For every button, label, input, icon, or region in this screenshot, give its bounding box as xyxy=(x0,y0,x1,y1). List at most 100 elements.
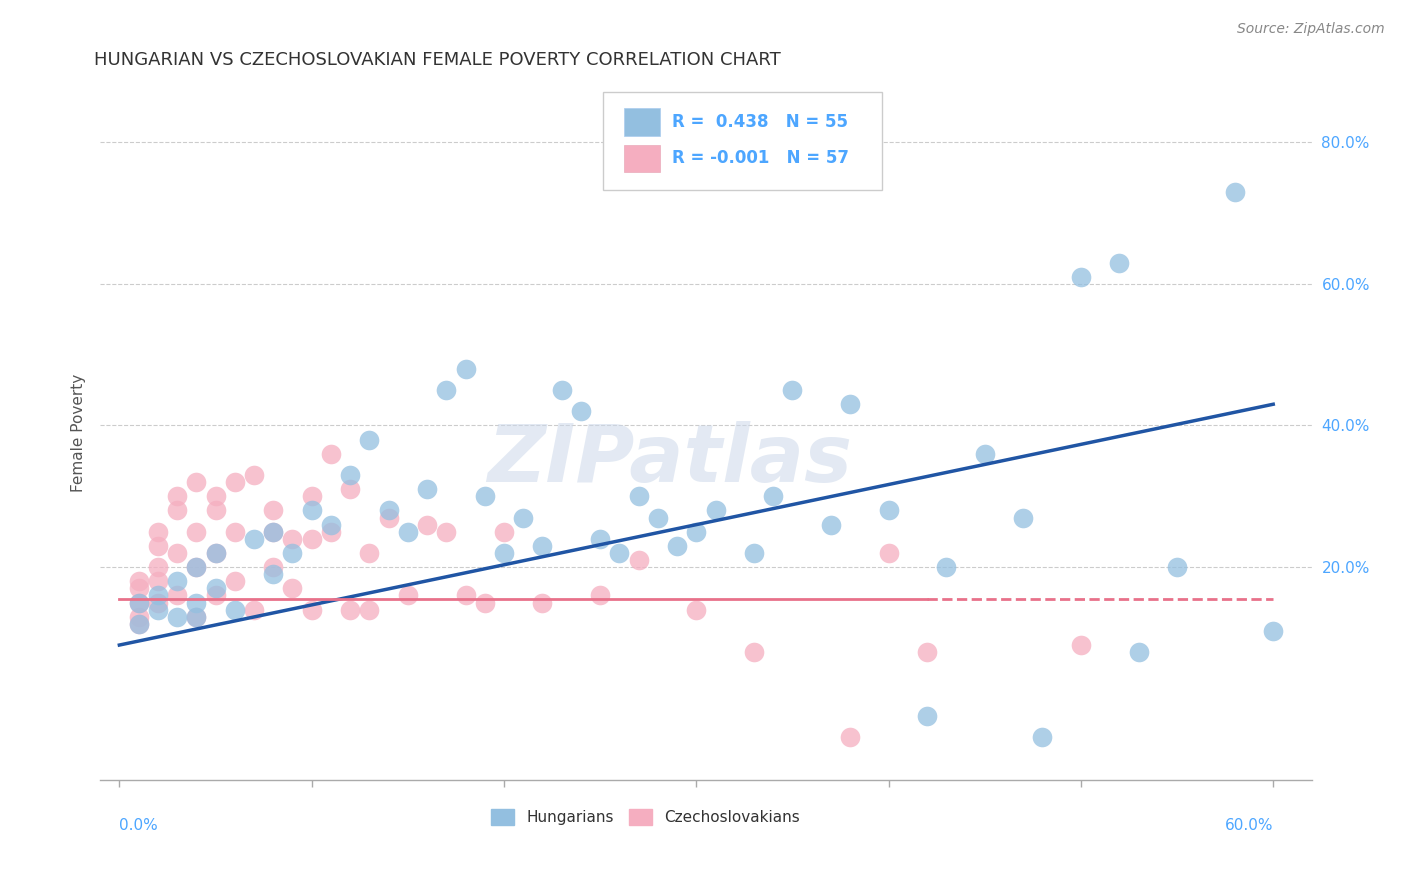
Point xyxy=(262,560,284,574)
Y-axis label: Female Poverty: Female Poverty xyxy=(72,374,86,491)
Point xyxy=(454,361,477,376)
Point xyxy=(416,517,439,532)
Point xyxy=(224,574,246,589)
Point xyxy=(396,589,419,603)
Point xyxy=(128,596,150,610)
Point xyxy=(1263,624,1285,638)
Point xyxy=(359,546,381,560)
Point xyxy=(915,709,938,723)
Point xyxy=(416,482,439,496)
Point xyxy=(915,645,938,659)
Point xyxy=(742,546,765,560)
Point xyxy=(1070,638,1092,652)
Point xyxy=(359,602,381,616)
Point xyxy=(492,546,515,560)
FancyBboxPatch shape xyxy=(623,109,659,136)
Point xyxy=(262,503,284,517)
Point xyxy=(685,602,707,616)
Point xyxy=(704,503,727,517)
Point xyxy=(454,589,477,603)
Point xyxy=(301,602,323,616)
Point xyxy=(146,560,169,574)
Legend: Hungarians, Czechoslovakians: Hungarians, Czechoslovakians xyxy=(485,803,806,831)
Point xyxy=(301,503,323,517)
Point xyxy=(204,489,226,503)
Point xyxy=(377,503,399,517)
Point xyxy=(647,510,669,524)
Point xyxy=(531,539,554,553)
Point xyxy=(262,524,284,539)
Point xyxy=(1223,185,1246,199)
Point xyxy=(877,546,900,560)
Point xyxy=(492,524,515,539)
Point xyxy=(281,532,304,546)
Point xyxy=(339,602,361,616)
Point xyxy=(627,489,650,503)
Point xyxy=(589,589,612,603)
Point xyxy=(128,596,150,610)
Point xyxy=(319,524,342,539)
Point xyxy=(339,468,361,483)
Point xyxy=(589,532,612,546)
Point xyxy=(1166,560,1188,574)
Point xyxy=(762,489,785,503)
Point xyxy=(1031,730,1053,744)
Point xyxy=(281,582,304,596)
Text: R =  0.438   N = 55: R = 0.438 N = 55 xyxy=(672,113,848,131)
Point xyxy=(1128,645,1150,659)
Point xyxy=(146,589,169,603)
Point xyxy=(359,433,381,447)
FancyBboxPatch shape xyxy=(623,145,659,172)
Point xyxy=(166,609,188,624)
Point xyxy=(146,524,169,539)
Point xyxy=(742,645,765,659)
Point xyxy=(224,524,246,539)
Point xyxy=(128,616,150,631)
Point xyxy=(396,524,419,539)
Point xyxy=(204,589,226,603)
Point xyxy=(204,546,226,560)
Point xyxy=(839,730,862,744)
Point xyxy=(204,582,226,596)
Point xyxy=(627,553,650,567)
Point xyxy=(128,574,150,589)
Point xyxy=(243,468,266,483)
Point xyxy=(243,602,266,616)
Point xyxy=(1012,510,1035,524)
Point xyxy=(782,383,804,397)
Point xyxy=(243,532,266,546)
Point xyxy=(186,596,208,610)
Point xyxy=(166,574,188,589)
Point xyxy=(166,489,188,503)
Point xyxy=(377,510,399,524)
Point xyxy=(281,546,304,560)
Point xyxy=(146,596,169,610)
Point xyxy=(434,524,457,539)
Point xyxy=(434,383,457,397)
Point xyxy=(609,546,631,560)
Point xyxy=(146,602,169,616)
Point xyxy=(186,560,208,574)
Point xyxy=(550,383,572,397)
Point xyxy=(474,489,496,503)
Point xyxy=(128,616,150,631)
Text: 0.0%: 0.0% xyxy=(120,818,157,833)
Text: Source: ZipAtlas.com: Source: ZipAtlas.com xyxy=(1237,22,1385,37)
Point xyxy=(474,596,496,610)
Point xyxy=(1108,255,1130,269)
Point xyxy=(319,447,342,461)
Point xyxy=(224,602,246,616)
Point xyxy=(666,539,689,553)
Point xyxy=(1070,269,1092,284)
Point xyxy=(839,397,862,411)
Point xyxy=(186,524,208,539)
Point xyxy=(935,560,957,574)
Point xyxy=(973,447,995,461)
Point xyxy=(186,560,208,574)
Point xyxy=(319,517,342,532)
Point xyxy=(204,546,226,560)
Point xyxy=(301,532,323,546)
Point xyxy=(204,503,226,517)
Point xyxy=(128,582,150,596)
Point xyxy=(146,539,169,553)
